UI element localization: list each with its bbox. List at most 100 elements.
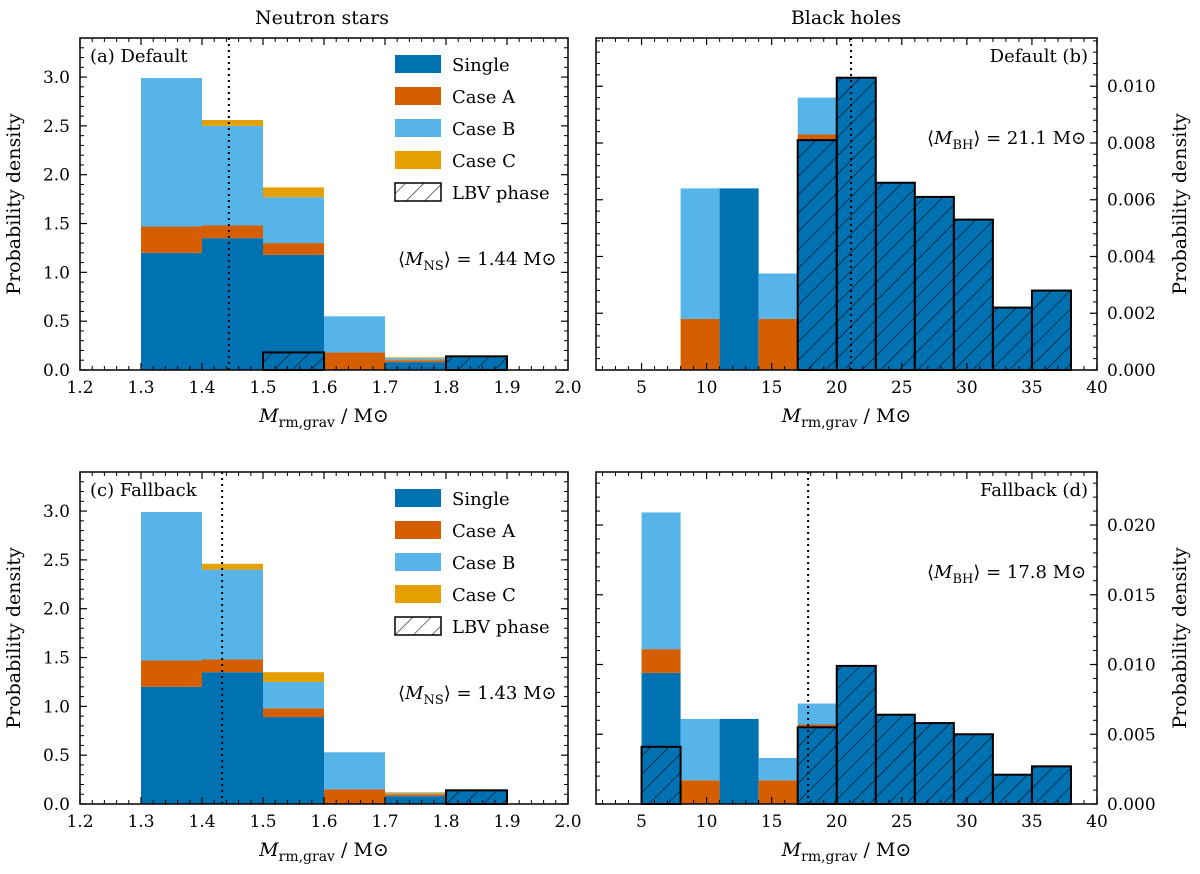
bar-single — [202, 238, 263, 370]
bar-caseC — [385, 792, 446, 794]
x-tick-label: 1.8 — [432, 378, 459, 398]
bar-caseA — [385, 360, 446, 363]
y-tick-label: 0.000 — [1107, 795, 1156, 815]
legend-swatch-lbv — [394, 616, 442, 636]
bar-caseB — [385, 793, 446, 795]
y-tick-label: 0.010 — [1107, 656, 1156, 676]
bar-caseB — [202, 125, 263, 226]
x-tick-label: 1.4 — [188, 812, 215, 832]
legend-swatch-caseC — [395, 585, 441, 603]
bar-caseB — [141, 512, 202, 661]
bar-caseA — [385, 794, 446, 797]
bar-caseA — [758, 780, 798, 804]
x-tick-label: 5 — [636, 812, 647, 832]
panel-b: 5 10 15 20 25 30 35 400.000 0.002 0.004 0.006 0.008… — [595, 37, 1191, 431]
legend-label-single: Single — [452, 489, 510, 510]
y-tick-label: 0.006 — [1107, 191, 1156, 211]
bar-caseA — [263, 708, 324, 718]
y-tick-label: 2.0 — [43, 166, 70, 186]
y-tick-label: 2.0 — [43, 600, 70, 620]
bar-caseC — [385, 357, 446, 359]
legend-label-lbv: LBV phase — [452, 617, 550, 638]
y-tick-label: 1.0 — [43, 263, 70, 283]
bar-caseC — [202, 120, 263, 126]
bar-caseB — [797, 703, 837, 725]
bar-caseB — [263, 197, 324, 244]
y-axis-label: Probability density — [1169, 113, 1191, 295]
legend-swatch-lbv-hatch — [395, 617, 441, 635]
bar-caseA — [680, 780, 720, 804]
x-tick-label: 30 — [956, 378, 978, 398]
x-tick-label: 1.9 — [493, 378, 520, 398]
panel-label: Fallback (d) — [980, 480, 1088, 501]
x-tick-label: 1.6 — [310, 812, 337, 832]
legend-swatch-lbv-hatch — [395, 183, 441, 201]
bar-lbv-hatch — [446, 790, 507, 804]
bar-single — [385, 362, 446, 370]
x-tick-label: 1.2 — [66, 812, 93, 832]
axes-frame — [595, 37, 1098, 371]
legend-label-caseA: Case A — [452, 521, 516, 542]
legend-label-caseA: Case A — [452, 87, 516, 108]
bar-caseB — [797, 97, 837, 135]
bar-lbv-hatch — [875, 182, 915, 370]
x-tick-label: 1.3 — [127, 812, 154, 832]
bar-single — [141, 686, 202, 804]
panel-label: (c) Fallback — [90, 480, 198, 501]
bar-lbv-hatch — [1031, 290, 1071, 370]
x-tick-label: 30 — [956, 812, 978, 832]
bar-single — [263, 717, 324, 804]
bar-single — [719, 718, 759, 804]
bar-caseA — [797, 134, 837, 141]
x-tick-label: 1.8 — [432, 812, 459, 832]
bar-caseB — [202, 569, 263, 660]
bar-caseA — [680, 318, 720, 370]
x-axis-label: Mrm,grav / M⊙ — [781, 405, 912, 431]
bar-caseA — [324, 789, 385, 804]
legend-swatch-single — [395, 55, 441, 73]
bar-caseA — [758, 318, 798, 370]
legend-swatch-caseA — [395, 521, 441, 539]
panel-c: 1.2 1.3 1.4 1.5 1.6 1.7 1.8 1.9 2.0 0.0 0.5 1.0 1.5 2… — [3, 471, 582, 865]
x-tick-label: 1.5 — [249, 378, 276, 398]
x-tick-label: 1.7 — [371, 812, 398, 832]
legend-label-lbv: LBV phase — [452, 183, 550, 204]
bar-single — [385, 796, 446, 804]
bar-lbv-hatch — [1031, 766, 1071, 804]
y-tick-label: 1.5 — [43, 649, 70, 669]
x-tick-label: 5 — [636, 378, 647, 398]
bar-lbv-hatch — [992, 774, 1032, 804]
panel-label: Default (b) — [990, 46, 1088, 67]
bar-lbv-hatch — [875, 714, 915, 804]
legend-label-single: Single — [452, 55, 510, 76]
mean-annotation: ⟨MNS⟩ = 1.44 M⊙ — [398, 249, 557, 274]
bar-single — [719, 188, 759, 370]
y-tick-label: 0.010 — [1107, 77, 1156, 97]
bar-caseA — [263, 243, 324, 255]
x-tick-label: 40 — [1086, 812, 1108, 832]
legend-label-caseB: Case B — [452, 553, 515, 574]
bar-lbv-hatch — [446, 356, 507, 370]
legend-label-caseC: Case C — [452, 585, 516, 606]
bar-caseA — [641, 649, 681, 673]
x-tick-label: 35 — [1021, 378, 1043, 398]
x-tick-label: 15 — [761, 812, 783, 832]
y-tick-label: 0.5 — [43, 746, 70, 766]
bar-caseB — [758, 273, 798, 319]
y-tick-label: 0.0 — [43, 795, 70, 815]
x-tick-label: 1.5 — [249, 812, 276, 832]
bar-caseA — [141, 660, 202, 687]
y-tick-label: 0.008 — [1107, 134, 1156, 154]
bar-caseC — [202, 563, 263, 570]
legend: Single Case A Case B Case C LBV phase — [394, 55, 550, 204]
x-tick-label: 20 — [826, 812, 848, 832]
bar-caseA — [324, 352, 385, 370]
y-tick-label: 0.015 — [1107, 586, 1156, 606]
bar-lbv-hatch — [836, 77, 876, 370]
y-tick-label: 1.5 — [43, 215, 70, 235]
bar-caseC — [263, 672, 324, 682]
x-tick-label: 1.7 — [371, 378, 398, 398]
x-tick-label: 40 — [1086, 378, 1108, 398]
y-tick-label: 2.5 — [43, 117, 70, 137]
y-tick-label: 3.0 — [43, 502, 70, 522]
